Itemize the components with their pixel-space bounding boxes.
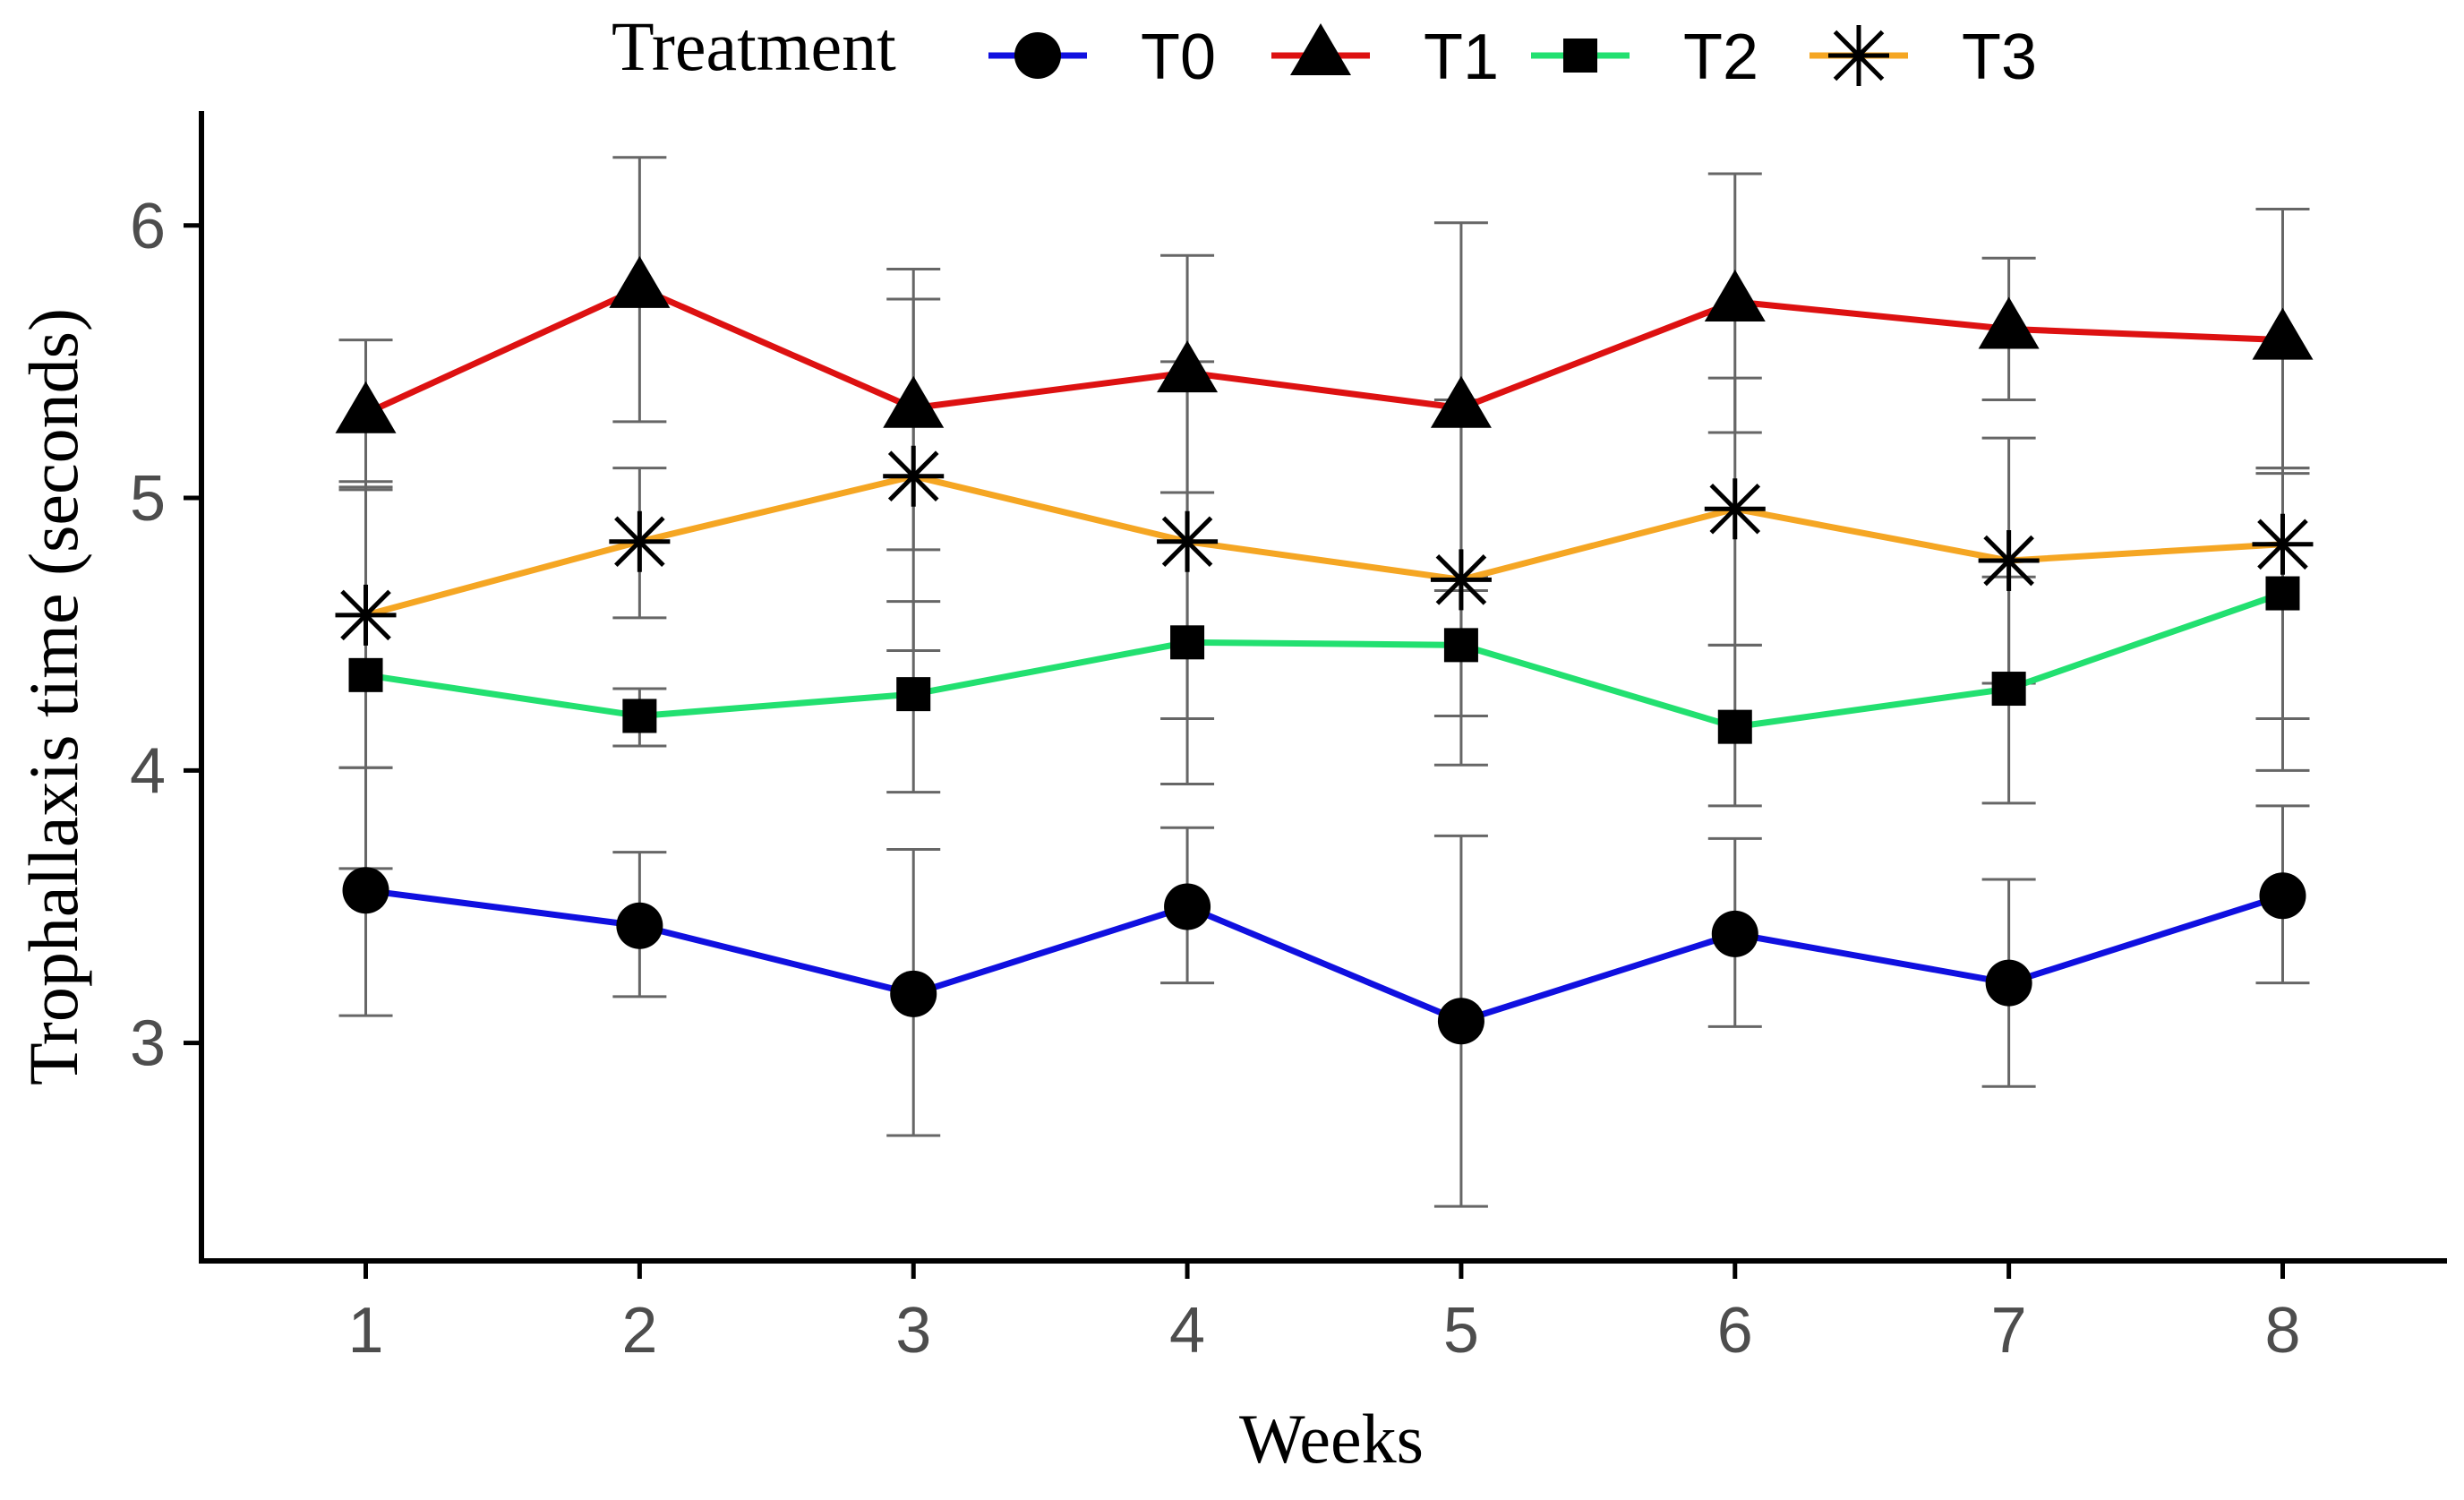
point-t1-week-5: [1430, 375, 1492, 428]
point-t3-week-1: [335, 584, 397, 646]
point-t3-week-3: [883, 445, 945, 507]
point-t2-week-7: [1991, 672, 2026, 707]
y-tick-label-6: 6: [130, 191, 166, 262]
y-axis-title: Trophallaxis time (seconds): [14, 308, 92, 1085]
point-t3-week-8-d2: [2257, 519, 2308, 570]
errorbar-t3-8: [2255, 467, 2310, 772]
y-ticks: 3 4 5 6: [130, 191, 201, 1080]
legend-item-t2: T2: [1531, 21, 1758, 93]
point-t3-week-6: [1704, 478, 1766, 540]
x-ticks: 1 2 3 4 5 6 7 8: [347, 1261, 2301, 1367]
legend-key-marker-t3: [1828, 25, 1889, 86]
point-t1-week-6: [1704, 270, 1766, 322]
point-t1-week-4: [1157, 340, 1219, 393]
legend-key-marker-t2: [1563, 39, 1597, 73]
point-t0-week-6: [1711, 910, 1758, 957]
point-t0-week-5: [1437, 998, 1484, 1045]
x-axis-title: Weeks: [1239, 1400, 1424, 1478]
point-t3-week-4: [1157, 510, 1219, 572]
markers-layer: [335, 255, 2314, 1045]
lines-layer: [364, 285, 2284, 1024]
point-t1-week-8: [2252, 307, 2314, 360]
point-t0-week-2: [616, 902, 663, 949]
x-tick-label-5: 5: [1443, 1295, 1479, 1367]
x-tick-label-2: 2: [621, 1295, 657, 1367]
point-t1-week-3: [883, 375, 945, 428]
legend-label-t3: T3: [1962, 21, 2037, 93]
series-line-t3: [364, 473, 2283, 619]
point-t3-week-7-d2: [1983, 535, 2034, 587]
point-t2-week-1: [348, 657, 383, 692]
legend-items: T0 T1 T2 T3: [988, 21, 2037, 93]
y-tick-label-4: 4: [130, 735, 166, 807]
legend-key-marker-t1: [1290, 23, 1351, 76]
x-tick-label-3: 3: [895, 1295, 931, 1367]
point-t3-week-3-d2: [887, 450, 939, 502]
legend-key-marker-t0: [1014, 32, 1061, 79]
point-t0-week-3: [890, 970, 937, 1017]
legend: Treatment T0 T1 T2 T3: [612, 7, 2037, 93]
legend-label-t0: T0: [1141, 21, 1216, 93]
point-t3-week-4-d2: [1161, 516, 1213, 568]
y-tick-label-5: 5: [130, 463, 166, 535]
point-t0-week-4: [1164, 883, 1211, 930]
legend-key-marker-t3-d2: [1833, 30, 1885, 81]
x-tick-label-1: 1: [347, 1295, 383, 1367]
point-t3-week-6-d2: [1709, 483, 1761, 535]
point-t1-week-2: [609, 255, 671, 308]
legend-item-t1: T1: [1271, 21, 1499, 93]
legend-label-t2: T2: [1683, 21, 1758, 93]
point-t1-week-1: [335, 381, 397, 433]
point-t3-week-2-d2: [614, 516, 665, 568]
x-tick-label-4: 4: [1169, 1295, 1205, 1367]
point-t2-week-8: [2265, 576, 2300, 611]
point-t0-week-1: [342, 867, 389, 914]
legend-item-t3: T3: [1810, 21, 2037, 93]
legend-title: Treatment: [612, 7, 896, 85]
point-t3-week-2: [609, 510, 671, 572]
point-t2-week-4: [1170, 625, 1205, 660]
point-t3-week-8: [2252, 513, 2314, 575]
series-line-t1: [364, 285, 2283, 416]
point-t0-week-8: [2259, 872, 2306, 920]
point-t2-week-3: [896, 677, 931, 712]
legend-item-t0: T0: [988, 21, 1216, 93]
x-tick-label-7: 7: [1991, 1295, 2027, 1367]
point-t3-week-5: [1430, 549, 1492, 611]
point-t2-week-2: [622, 699, 657, 733]
point-t3-week-1-d2: [340, 589, 391, 641]
legend-label-t1: T1: [1424, 21, 1499, 93]
x-tick-label-6: 6: [1717, 1295, 1753, 1367]
point-t2-week-6: [1717, 709, 1752, 744]
series-line-t0: [365, 887, 2284, 1024]
series-line-t2: [364, 590, 2284, 731]
point-t1-week-7: [1978, 296, 2040, 349]
y-tick-label-3: 3: [130, 1008, 166, 1080]
point-t3-week-5-d2: [1435, 554, 1487, 605]
x-tick-label-8: 8: [2264, 1295, 2300, 1367]
point-t2-week-5: [1443, 628, 1478, 663]
point-t0-week-7: [1985, 959, 2032, 1007]
point-t3-week-7: [1978, 530, 2040, 592]
